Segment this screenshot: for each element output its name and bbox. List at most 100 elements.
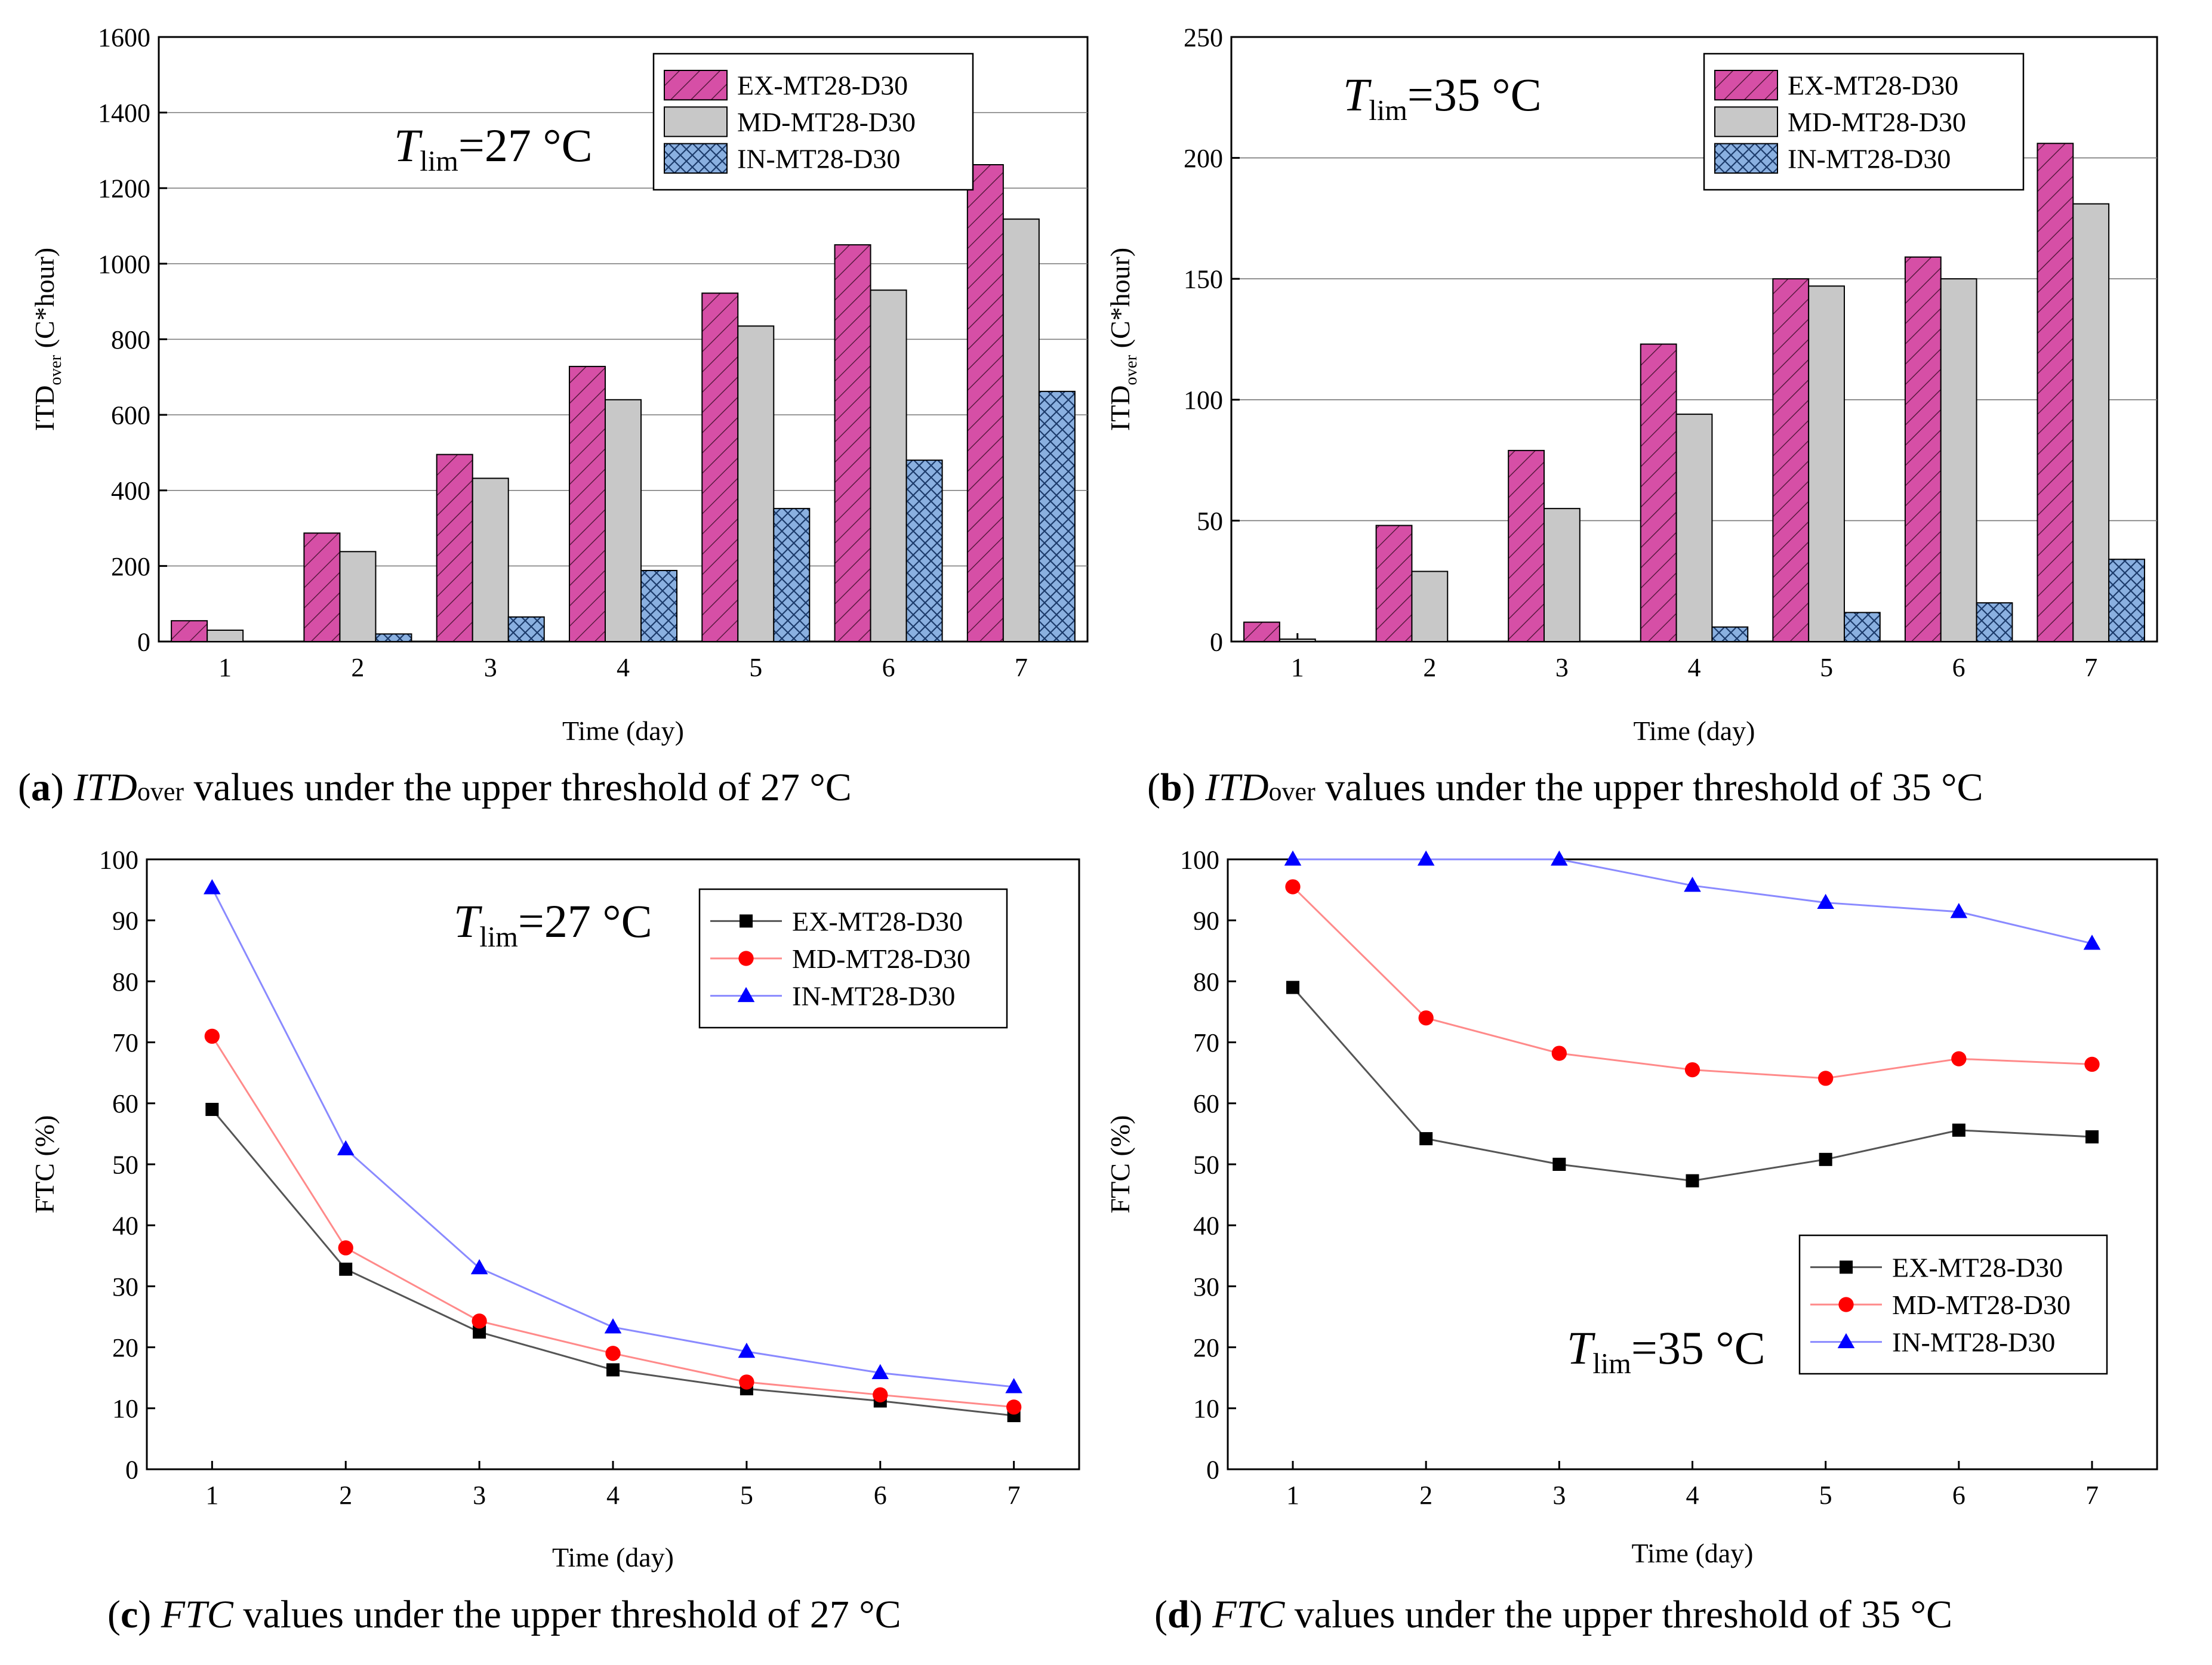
- d-ytick-label: 90: [1193, 906, 1219, 936]
- b-bar-md-mt28-d30: [1940, 278, 1977, 642]
- b-ylabel-sub: over: [1122, 354, 1141, 385]
- d-ylabel-main: FTC (%): [1105, 1115, 1135, 1214]
- caption-d-text: values under the upper threshold of 35 °…: [1284, 1593, 1953, 1636]
- c-legend-label: EX-MT28-D30: [792, 906, 963, 936]
- b-bar-in-mt28-d30: [2108, 559, 2145, 642]
- a-bar-md-mt28-d30: [604, 399, 642, 642]
- c-point-md-mt28-d30: [873, 1387, 888, 1402]
- d-legend-marker: [1840, 1260, 1853, 1274]
- panel-b-chart: 0 50 100 150 200 250 1 2 3 4 5 6 7 Time (day) ITDover …: [1105, 23, 2158, 746]
- a-threshold-annotation: Tlim=27 °C: [394, 119, 593, 177]
- c-legend-label: MD-MT28-D30: [792, 944, 971, 974]
- d-legend-marker: [1838, 1297, 1854, 1312]
- b-ylabel: ITDover (C*hour): [1105, 248, 1141, 431]
- d-legend-marker: [1837, 1333, 1855, 1349]
- c-annotation-value: =27 °C: [518, 895, 652, 947]
- b-threshold-annotation: Tlim=35 °C: [1343, 69, 1542, 127]
- d-ytick-label: 50: [1193, 1150, 1219, 1179]
- panel-c-chart: 0 10 20 30 40 50 60 70 80 90 100 1 2 3 4 5 6 7 Time (day) F…: [29, 845, 1080, 1572]
- a-bar-ex-mt28-d30: [436, 454, 473, 643]
- c-ytick-label: 100: [99, 845, 138, 874]
- c-legend-marker: [740, 914, 753, 928]
- d-point-md-mt28-d30: [1818, 1071, 1834, 1086]
- caption-a-metric: ITD: [73, 766, 137, 809]
- a-bar-in-mt28-d30: [773, 508, 811, 643]
- b-ytick-label: 50: [1197, 507, 1223, 536]
- b-bar-md-mt28-d30: [2072, 203, 2110, 642]
- c-point-md-mt28-d30: [338, 1240, 353, 1256]
- c-annotation-symbol: T: [454, 895, 482, 947]
- caption-b-sub: over: [1268, 777, 1316, 806]
- d-legend-label: MD-MT28-D30: [1892, 1290, 2071, 1320]
- d-xtick-label: 7: [2085, 1481, 2099, 1510]
- a-bar-ex-mt28-d30: [568, 366, 606, 643]
- d-ytick-label: 0: [1206, 1455, 1219, 1484]
- a-xtick-label: 2: [351, 653, 364, 682]
- c-point-in-mt28-d30: [204, 879, 221, 895]
- c-point-md-mt28-d30: [204, 1028, 220, 1044]
- a-bar-md-mt28-d30: [737, 325, 775, 642]
- a-bar-md-mt28-d30: [339, 551, 377, 642]
- d-ytick-label: 70: [1193, 1028, 1219, 1057]
- d-xtick-label: 4: [1686, 1481, 1699, 1510]
- d-point-in-mt28-d30: [2083, 935, 2101, 950]
- c-ytick-label: 20: [112, 1333, 138, 1362]
- b-xtick-label: 4: [1688, 653, 1701, 682]
- panel-d-chart: 0 10 20 30 40 50 60 70 80 90 100 1 2 3 4 5 6 7 Time (day) F…: [1105, 845, 2158, 1568]
- b-bar-ex-mt28-d30: [1772, 278, 1810, 642]
- b-ylabel-main: ITD: [1105, 386, 1135, 431]
- caption-a: (a) ITDover values under the upper thres…: [18, 766, 852, 809]
- caption-b: (b) ITDover values under the upper thres…: [1147, 766, 1983, 809]
- c-ytick-label: 80: [112, 967, 138, 997]
- d-legend-label: EX-MT28-D30: [1892, 1252, 2063, 1282]
- b-xlabel: Time (day): [1633, 716, 1755, 746]
- d-point-ex-mt28-d30: [1686, 1174, 1699, 1188]
- d-point-ex-mt28-d30: [1552, 1158, 1566, 1171]
- panel-a-chart: 0 200 400 600 800 1000 1200 1400 1600 1 2 3 4 5 6 7 Time…: [29, 23, 1089, 746]
- caption-b-metric: ITD: [1205, 766, 1269, 809]
- d-ylabel: FTC (%): [1105, 1115, 1135, 1214]
- c-ytick-label: 50: [112, 1150, 138, 1179]
- c-ytick-label: 40: [112, 1211, 138, 1241]
- a-legend-swatch: [664, 143, 728, 174]
- a-bar-in-mt28-d30: [375, 633, 412, 643]
- c-point-in-mt28-d30: [1005, 1378, 1022, 1393]
- d-point-md-mt28-d30: [1951, 1051, 1967, 1066]
- caption-a-letter: a: [30, 766, 51, 809]
- d-xtick-label: 6: [1952, 1481, 1965, 1510]
- d-ytick-label: 100: [1180, 845, 1219, 874]
- caption-c-letter: c: [120, 1593, 138, 1636]
- caption-c-metric: FTC: [161, 1593, 233, 1636]
- a-bar-md-mt28-d30: [472, 477, 509, 642]
- d-point-md-mt28-d30: [2084, 1056, 2100, 1072]
- c-point-in-mt28-d30: [871, 1364, 889, 1379]
- c-point-in-mt28-d30: [337, 1140, 355, 1155]
- d-annotation-symbol: T: [1567, 1322, 1595, 1374]
- caption-a-text: values under the upper threshold of 27 °…: [184, 766, 852, 809]
- a-bar-in-mt28-d30: [905, 460, 943, 642]
- a-xlabel: Time (day): [562, 716, 684, 746]
- d-xtick-label: 2: [1419, 1481, 1432, 1510]
- c-xlabel: Time (day): [552, 1542, 674, 1572]
- caption-d: (d) FTC values under the upper threshold…: [1154, 1593, 1953, 1636]
- c-ytick-label: 90: [112, 906, 138, 936]
- b-annotation-symbol: T: [1343, 69, 1372, 121]
- b-bar-md-mt28-d30: [1675, 414, 1713, 642]
- caption-d-letter: d: [1167, 1593, 1190, 1636]
- b-bar-in-mt28-d30: [1843, 612, 1881, 642]
- a-bar-ex-mt28-d30: [303, 532, 341, 643]
- c-point-in-mt28-d30: [604, 1318, 622, 1334]
- caption-c-text: values under the upper threshold of 27 °…: [233, 1593, 901, 1636]
- d-ytick-label: 30: [1193, 1272, 1219, 1302]
- c-point-ex-mt28-d30: [339, 1262, 353, 1276]
- b-bar-md-mt28-d30: [1544, 508, 1581, 643]
- c-ytick-label: 10: [112, 1394, 138, 1423]
- a-annotation-symbol: T: [394, 119, 423, 171]
- d-ytick-label: 60: [1193, 1089, 1219, 1118]
- d-point-ex-mt28-d30: [1286, 980, 1299, 994]
- d-annotation-sub: lim: [1592, 1348, 1631, 1380]
- c-point-md-mt28-d30: [1006, 1399, 1022, 1415]
- a-ylabel: ITDover (C*hour): [29, 248, 65, 431]
- d-threshold-annotation: Tlim=35 °C: [1567, 1322, 1766, 1380]
